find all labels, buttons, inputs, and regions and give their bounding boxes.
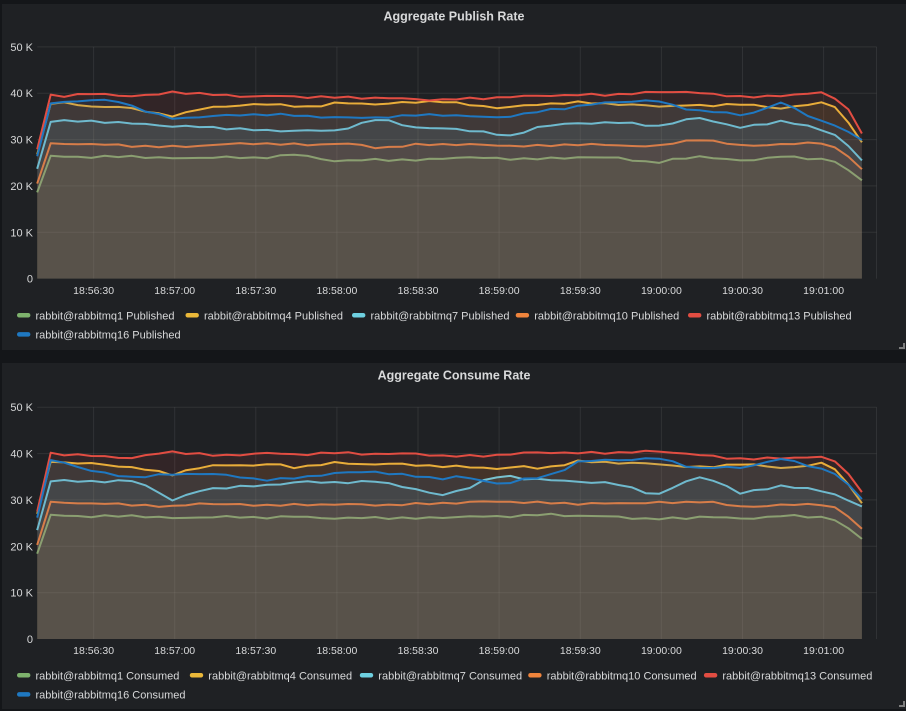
svg-text:18:59:30: 18:59:30	[560, 285, 601, 297]
svg-text:rabbit@rabbitmq16 Consumed: rabbit@rabbitmq16 Consumed	[36, 690, 186, 702]
svg-text:18:59:00: 18:59:00	[479, 285, 520, 297]
svg-text:rabbit@rabbitmq13 Consumed: rabbit@rabbitmq13 Consumed	[722, 670, 872, 682]
svg-text:rabbit@rabbitmq13 Published: rabbit@rabbitmq13 Published	[707, 310, 852, 322]
svg-text:rabbit@rabbitmq1 Published: rabbit@rabbitmq1 Published	[36, 310, 175, 322]
svg-text:0: 0	[27, 274, 33, 286]
svg-text:30 K: 30 K	[10, 135, 33, 147]
svg-text:18:56:30: 18:56:30	[73, 645, 114, 657]
svg-text:rabbit@rabbitmq7 Consumed: rabbit@rabbitmq7 Consumed	[378, 670, 522, 682]
svg-text:18:59:00: 18:59:00	[479, 645, 520, 657]
svg-text:18:58:30: 18:58:30	[398, 285, 439, 297]
svg-text:18:57:30: 18:57:30	[235, 645, 276, 657]
svg-text:19:00:00: 19:00:00	[641, 645, 682, 657]
svg-text:20 K: 20 K	[10, 181, 33, 193]
svg-text:0: 0	[27, 634, 33, 646]
svg-text:rabbit@rabbitmq7 Published: rabbit@rabbitmq7 Published	[371, 310, 510, 322]
svg-text:30 K: 30 K	[10, 495, 33, 507]
svg-text:18:57:00: 18:57:00	[154, 645, 195, 657]
svg-text:18:57:00: 18:57:00	[154, 285, 195, 297]
svg-text:rabbit@rabbitmq1 Consumed: rabbit@rabbitmq1 Consumed	[36, 670, 180, 682]
svg-text:rabbit@rabbitmq16 Published: rabbit@rabbitmq16 Published	[36, 330, 181, 342]
svg-text:rabbit@rabbitmq10 Published: rabbit@rabbitmq10 Published	[534, 310, 679, 322]
svg-text:19:01:00: 19:01:00	[803, 645, 844, 657]
svg-text:20 K: 20 K	[10, 541, 33, 553]
svg-text:10 K: 10 K	[10, 588, 33, 600]
svg-text:18:58:00: 18:58:00	[316, 285, 357, 297]
svg-text:10 K: 10 K	[10, 227, 33, 239]
svg-text:40 K: 40 K	[10, 449, 33, 461]
svg-text:Aggregate Publish Rate: Aggregate Publish Rate	[384, 10, 525, 24]
svg-text:18:58:30: 18:58:30	[398, 645, 439, 657]
svg-text:19:00:30: 19:00:30	[722, 285, 763, 297]
svg-text:19:00:30: 19:00:30	[722, 645, 763, 657]
svg-text:40 K: 40 K	[10, 88, 33, 100]
svg-text:50 K: 50 K	[10, 402, 33, 414]
svg-text:rabbit@rabbitmq4 Published: rabbit@rabbitmq4 Published	[204, 310, 343, 322]
svg-text:Aggregate Consume Rate: Aggregate Consume Rate	[378, 369, 531, 383]
svg-text:rabbit@rabbitmq10 Consumed: rabbit@rabbitmq10 Consumed	[547, 670, 697, 682]
svg-text:18:59:30: 18:59:30	[560, 645, 601, 657]
svg-text:19:00:00: 19:00:00	[641, 285, 682, 297]
svg-text:18:58:00: 18:58:00	[316, 645, 357, 657]
svg-text:18:56:30: 18:56:30	[73, 285, 114, 297]
svg-text:18:57:30: 18:57:30	[235, 285, 276, 297]
svg-text:19:01:00: 19:01:00	[803, 285, 844, 297]
svg-text:50 K: 50 K	[10, 42, 33, 54]
svg-text:rabbit@rabbitmq4 Consumed: rabbit@rabbitmq4 Consumed	[208, 670, 352, 682]
